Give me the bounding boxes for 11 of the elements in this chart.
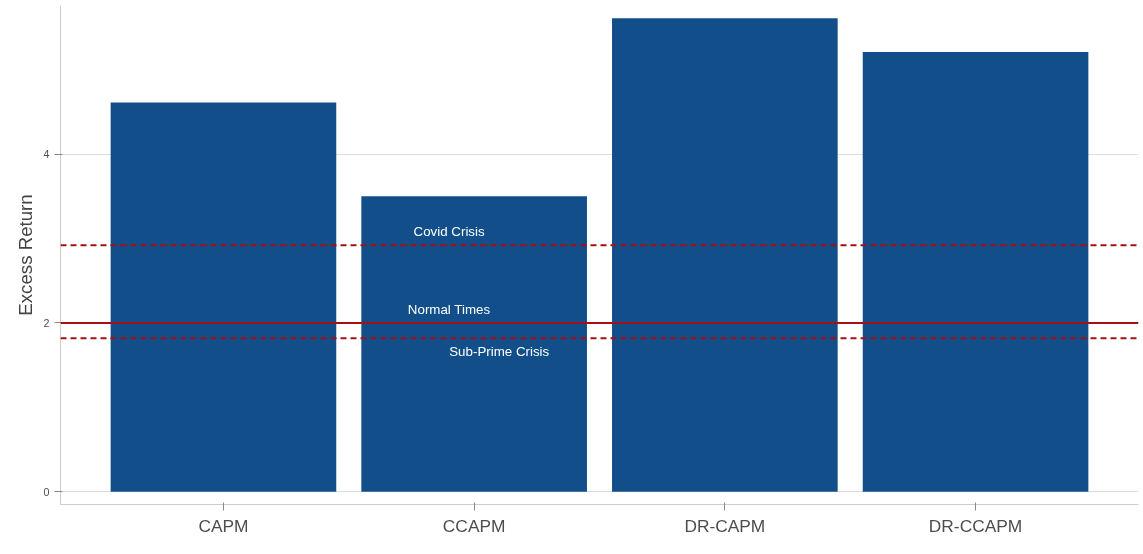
ref-line-label: Sub-Prime Crisis (449, 344, 550, 360)
y-tick-label: 4 (43, 148, 50, 161)
y-tick-label: 0 (43, 485, 50, 498)
x-tick-label: CCAPM (442, 515, 506, 536)
x-tick-label: DR-CAPM (684, 515, 766, 536)
x-tick-label: CAPM (198, 515, 249, 536)
x-tick-label: DR-CCAPM (928, 515, 1023, 536)
y-tick-label: 2 (43, 316, 50, 329)
y-axis-title: Excess Return (14, 194, 36, 316)
ref-line-label: Normal Times (407, 301, 491, 317)
ref-line-label: Covid Crisis (413, 224, 485, 240)
